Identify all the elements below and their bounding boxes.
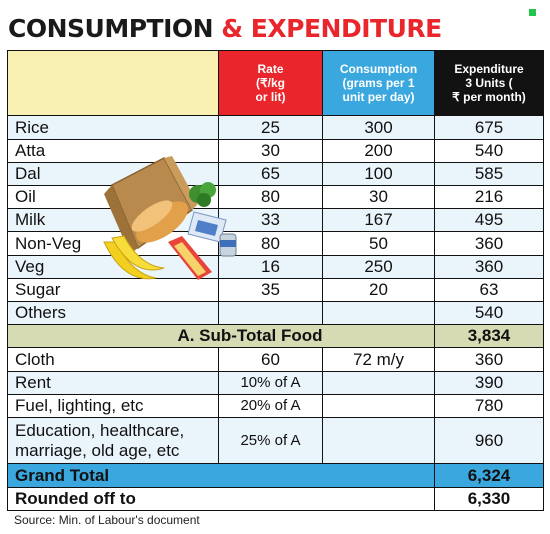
grand-total-label: Grand Total <box>7 463 435 488</box>
consumption-cell: 20 <box>322 277 435 303</box>
expenditure-cell: 360 <box>434 347 544 372</box>
table-row: Fuel, lighting, etc 20% of A 780 <box>7 393 544 419</box>
subtotal-value: 3,834 <box>434 324 544 349</box>
rate-cell: 20% of A <box>218 393 323 419</box>
consumption-expenditure-table: Rate (₹/kg or lit) Consumption (grams per 1… <box>7 49 544 512</box>
expenditure-cell: 960 <box>434 417 544 465</box>
consumption-cell: 300 <box>322 115 435 140</box>
item-name: Education, healthcare, marriage, old age,… <box>7 417 219 465</box>
table-row: Oil 80 30 216 <box>7 185 544 210</box>
expenditure-cell: 216 <box>434 185 544 210</box>
consumption-cell: 250 <box>322 254 435 279</box>
consumption-cell: 72 m/y <box>322 347 435 372</box>
rate-cell: 30 <box>218 138 323 163</box>
header-rate: Rate (₹/kg or lit) <box>218 49 323 117</box>
expenditure-cell: 495 <box>434 208 544 233</box>
item-name: Milk <box>7 208 219 233</box>
page-title: CONSUMPTION & EXPENDITURE <box>8 10 442 48</box>
title-part-consumption: CONSUMPTION <box>8 14 214 43</box>
table-row: Rice 25 300 675 <box>7 115 544 140</box>
consumption-cell: 50 <box>322 231 435 256</box>
header-blank-cell <box>7 49 219 117</box>
expenditure-cell: 360 <box>434 231 544 256</box>
header-consumption: Consumption (grams per 1 unit per day) <box>322 49 435 117</box>
rate-cell: 65 <box>218 161 323 187</box>
table-row: Others 540 <box>7 301 544 326</box>
expenditure-cell: 675 <box>434 115 544 140</box>
rounded-value: 6,330 <box>434 486 544 512</box>
rate-cell: 80 <box>218 231 323 256</box>
corner-marker <box>529 9 536 16</box>
item-name: Dal <box>7 161 219 187</box>
item-name: Veg <box>7 254 219 279</box>
item-name: Oil <box>7 185 219 210</box>
table-row: Sugar 35 20 63 <box>7 277 544 303</box>
expenditure-cell: 780 <box>434 393 544 419</box>
item-name: Others <box>7 301 219 326</box>
expenditure-cell: 360 <box>434 254 544 279</box>
rate-cell: 80 <box>218 185 323 210</box>
table-header-row: Rate (₹/kg or lit) Consumption (grams per 1… <box>7 49 544 117</box>
rate-cell: 60 <box>218 347 323 372</box>
consumption-cell <box>322 393 435 419</box>
expenditure-cell: 585 <box>434 161 544 187</box>
table-row: Veg 16 250 360 <box>7 254 544 279</box>
rate-cell: 25 <box>218 115 323 140</box>
consumption-cell <box>322 301 435 326</box>
item-name: Non-Veg <box>7 231 219 256</box>
item-name: Rice <box>7 115 219 140</box>
rounded-label: Rounded off to <box>7 486 435 512</box>
item-name: Atta <box>7 138 219 163</box>
source-note: Source: Min. of Labour's document <box>14 513 200 527</box>
item-name: Rent <box>7 370 219 395</box>
table-row: Atta 30 200 540 <box>7 138 544 163</box>
rate-cell: 33 <box>218 208 323 233</box>
expenditure-cell: 63 <box>434 277 544 303</box>
consumption-cell: 200 <box>322 138 435 163</box>
table-row: Milk 33 167 495 <box>7 208 544 233</box>
rate-cell <box>218 301 323 326</box>
table-row: Cloth 60 72 m/y 360 <box>7 347 544 372</box>
rate-cell: 35 <box>218 277 323 303</box>
table-row: Education, healthcare, marriage, old age,… <box>7 417 544 465</box>
rate-cell: 16 <box>218 254 323 279</box>
table-row: Rent 10% of A 390 <box>7 370 544 395</box>
expenditure-cell: 540 <box>434 138 544 163</box>
header-expenditure: Expenditure 3 Units (₹ per month) <box>434 49 544 117</box>
expenditure-cell: 540 <box>434 301 544 326</box>
rate-cell: 25% of A <box>218 417 323 465</box>
subtotal-row: A. Sub-Total Food 3,834 <box>7 324 544 349</box>
consumption-cell: 167 <box>322 208 435 233</box>
expenditure-cell: 390 <box>434 370 544 395</box>
table-row: Non-Veg 80 50 360 <box>7 231 544 256</box>
grand-total-row: Grand Total 6,324 <box>7 463 544 488</box>
grand-total-value: 6,324 <box>434 463 544 488</box>
table-row: Dal 65 100 585 <box>7 161 544 187</box>
consumption-cell <box>322 370 435 395</box>
rate-cell: 10% of A <box>218 370 323 395</box>
item-name: Sugar <box>7 277 219 303</box>
item-name: Fuel, lighting, etc <box>7 393 219 419</box>
consumption-cell: 100 <box>322 161 435 187</box>
title-part-expenditure: & EXPENDITURE <box>221 14 442 43</box>
rounded-row: Rounded off to 6,330 <box>7 486 544 512</box>
consumption-cell <box>322 417 435 465</box>
subtotal-label: A. Sub-Total Food <box>7 324 435 349</box>
consumption-cell: 30 <box>322 185 435 210</box>
item-name: Cloth <box>7 347 219 372</box>
